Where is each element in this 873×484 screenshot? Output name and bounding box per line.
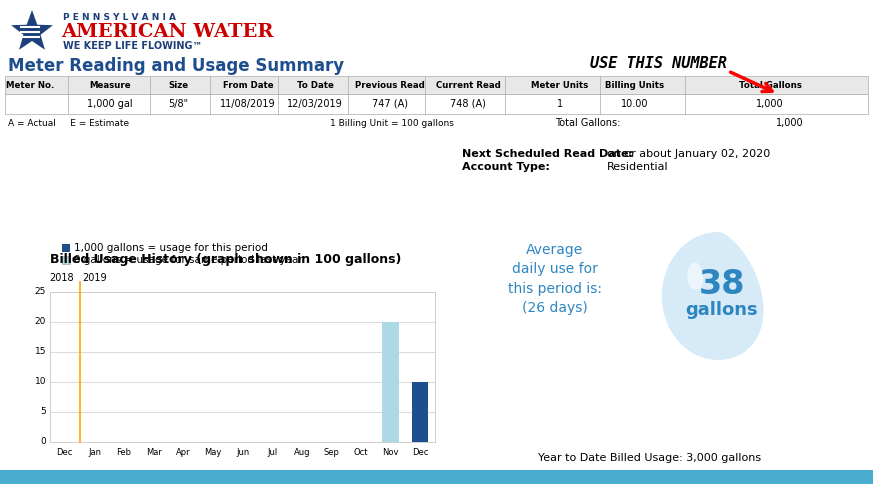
- Bar: [412, 382, 429, 442]
- Text: Residential: Residential: [607, 162, 669, 172]
- Text: Measure: Measure: [89, 80, 131, 90]
- Text: Dec: Dec: [412, 448, 429, 457]
- Text: Total Gallons:: Total Gallons:: [554, 118, 620, 128]
- Bar: [50, 292, 435, 442]
- Text: 1,000 gal: 1,000 gal: [87, 99, 133, 109]
- Text: Feb: Feb: [116, 448, 132, 457]
- Text: 25: 25: [35, 287, 46, 297]
- Text: 1,000 gallons = usage for this period: 1,000 gallons = usage for this period: [74, 243, 268, 253]
- Text: AMERICAN WATER: AMERICAN WATER: [61, 23, 273, 41]
- Text: Meter Units: Meter Units: [532, 80, 588, 90]
- Text: 2019: 2019: [82, 273, 107, 283]
- Text: Size: Size: [168, 80, 188, 90]
- Text: 10.00: 10.00: [622, 99, 649, 109]
- Text: Current Read: Current Read: [436, 80, 500, 90]
- Text: USE THIS NUMBER: USE THIS NUMBER: [590, 57, 727, 72]
- Text: 747 (A): 747 (A): [372, 99, 408, 109]
- Text: Mar: Mar: [146, 448, 162, 457]
- Text: Dec: Dec: [57, 448, 73, 457]
- Text: From Date: From Date: [223, 80, 273, 90]
- Text: Aug: Aug: [293, 448, 310, 457]
- Polygon shape: [11, 10, 53, 50]
- Text: May: May: [204, 448, 222, 457]
- Text: 10: 10: [35, 378, 46, 387]
- Text: Meter No.: Meter No.: [6, 80, 54, 90]
- Text: Jan: Jan: [88, 448, 101, 457]
- Text: 0: 0: [40, 438, 46, 447]
- Text: 5: 5: [40, 408, 46, 417]
- Text: 5/8": 5/8": [168, 99, 188, 109]
- Text: 748 (A): 748 (A): [450, 99, 486, 109]
- Text: Previous Read: Previous Read: [355, 80, 425, 90]
- Text: Apr: Apr: [176, 448, 190, 457]
- Bar: [62, 256, 70, 264]
- Text: Year to Date Billed Usage: 3,000 gallons: Year to Date Billed Usage: 3,000 gallons: [539, 453, 761, 463]
- Text: Meter Reading and Usage Summary: Meter Reading and Usage Summary: [8, 57, 344, 75]
- Text: 2018: 2018: [50, 273, 74, 283]
- Text: Nov: Nov: [382, 448, 399, 457]
- Text: 12/03/2019: 12/03/2019: [287, 99, 343, 109]
- Text: 38: 38: [698, 268, 746, 301]
- Text: on or about January 02, 2020: on or about January 02, 2020: [607, 149, 770, 159]
- Text: Billed Usage History (graph shown in 100 gallons): Billed Usage History (graph shown in 100…: [50, 253, 402, 266]
- Text: 1,000: 1,000: [756, 99, 784, 109]
- Text: Jul: Jul: [267, 448, 278, 457]
- Text: Total Gallons: Total Gallons: [739, 80, 801, 90]
- Text: 1,000: 1,000: [776, 118, 804, 128]
- Text: 1 Billing Unit = 100 gallons: 1 Billing Unit = 100 gallons: [330, 119, 454, 127]
- Text: Oct: Oct: [354, 448, 368, 457]
- Text: 11/08/2019: 11/08/2019: [220, 99, 276, 109]
- Text: 0 gallons = usage for same period last year: 0 gallons = usage for same period last y…: [74, 255, 303, 265]
- Text: Average
daily use for
this period is:
(26 days): Average daily use for this period is: (2…: [508, 243, 602, 315]
- Polygon shape: [662, 232, 764, 360]
- Bar: [382, 322, 399, 442]
- Text: To Date: To Date: [297, 80, 333, 90]
- Text: Billing Units: Billing Units: [606, 80, 664, 90]
- Text: Next Scheduled Read Date:: Next Scheduled Read Date:: [462, 149, 633, 159]
- Text: gallons: gallons: [685, 301, 759, 319]
- Bar: [0, 470, 873, 484]
- Text: 20: 20: [35, 318, 46, 327]
- Text: Sep: Sep: [323, 448, 340, 457]
- Text: WE KEEP LIFE FLOWING™: WE KEEP LIFE FLOWING™: [63, 41, 203, 51]
- Bar: [5, 94, 868, 114]
- Text: Account Type:: Account Type:: [462, 162, 550, 172]
- Text: 1: 1: [557, 99, 563, 109]
- Polygon shape: [687, 262, 703, 289]
- Bar: [5, 76, 868, 94]
- Text: 15: 15: [35, 348, 46, 357]
- Text: A = Actual     E = Estimate: A = Actual E = Estimate: [8, 119, 129, 127]
- Text: Jun: Jun: [236, 448, 249, 457]
- Bar: [62, 244, 70, 252]
- Text: P E N N S Y L V A N I A: P E N N S Y L V A N I A: [63, 14, 176, 22]
